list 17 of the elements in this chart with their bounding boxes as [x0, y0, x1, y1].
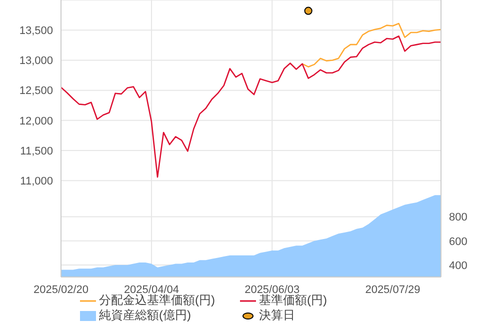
legend-label: 分配金込基準価額(円)	[99, 293, 215, 308]
y-tick-label: 13,500	[19, 25, 53, 38]
line-series	[60, 35, 442, 178]
y-tick-label: 12,000	[19, 115, 53, 128]
line-series	[302, 22, 442, 68]
x-tick-label: 2025/07/29	[365, 284, 420, 296]
y2-tick-label: 400	[449, 260, 468, 272]
y-tick-label: 11,500	[20, 145, 53, 158]
x-tick-label: 2025/02/20	[33, 284, 89, 296]
y-tick-label: 13,000	[19, 55, 53, 68]
legend-label: 純資産総額(億円)	[99, 308, 191, 323]
y-tick-label: 11,000	[20, 176, 53, 188]
y-tick-label: 12,500	[19, 85, 53, 98]
legend-label: 決算日	[259, 308, 295, 323]
legend-label: 基準価額(円)	[259, 293, 327, 308]
y2-tick-label: 600	[449, 236, 468, 248]
y2-tick-label: 800	[449, 212, 468, 224]
